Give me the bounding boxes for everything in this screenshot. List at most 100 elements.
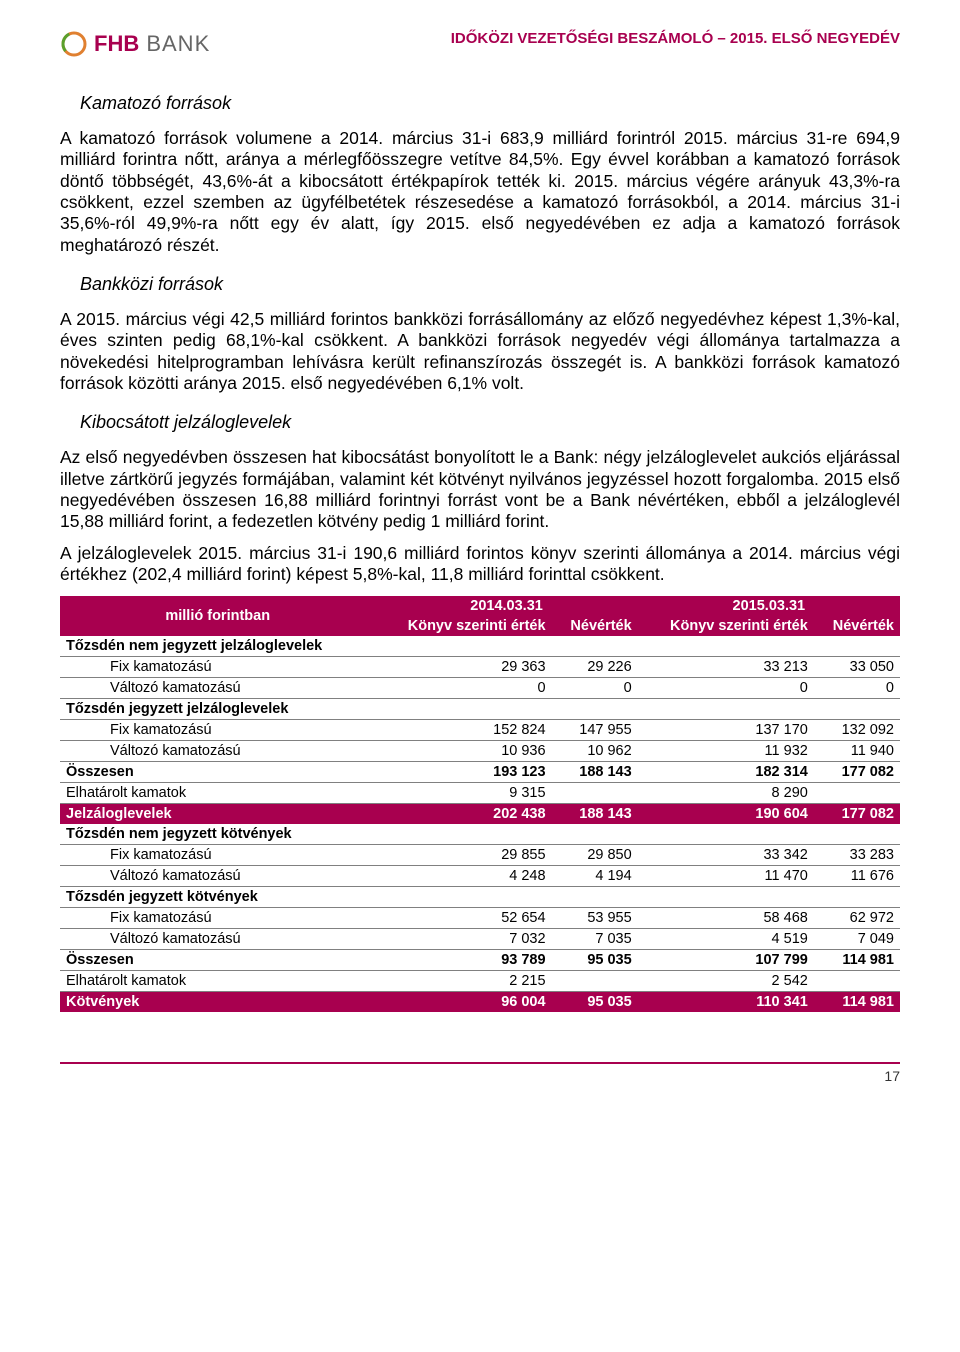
table-row: Összesen93 78995 035107 799114 981 <box>60 949 900 970</box>
cell-value <box>552 698 638 719</box>
table-body: Tőzsdén nem jegyzett jelzáloglevelek Fix … <box>60 636 900 1012</box>
logo: FHB BANK <box>60 30 210 58</box>
paragraph: A 2015. március végi 42,5 milliárd forin… <box>60 309 900 394</box>
cell-value: 95 035 <box>552 991 638 1012</box>
row-label: Változó kamatozású <box>60 928 375 949</box>
cell-value: 7 032 <box>375 928 551 949</box>
table-row: Tőzsdén nem jegyzett jelzáloglevelek <box>60 636 900 657</box>
page-number: 17 <box>60 1068 900 1084</box>
cell-value: 4 248 <box>375 865 551 886</box>
table-row: Fix kamatozású29 85529 85033 34233 283 <box>60 844 900 865</box>
cell-value <box>814 824 900 845</box>
cell-value <box>552 970 638 991</box>
cell-value <box>375 636 551 657</box>
table-row: Tőzsdén jegyzett kötvények <box>60 886 900 907</box>
financial-table: millió forintban 2014.03.31 2015.03.31 K… <box>60 596 900 1012</box>
table-row: Tőzsdén jegyzett jelzáloglevelek <box>60 698 900 719</box>
table-col-header: Névérték <box>814 616 900 636</box>
logo-text: FHB BANK <box>94 31 210 57</box>
section-title-jelzalog: Kibocsátott jelzáloglevelek <box>80 412 900 433</box>
cell-value <box>638 886 814 907</box>
row-label: Tőzsdén nem jegyzett jelzáloglevelek <box>60 636 375 657</box>
table-col-header: Könyv szerinti érték <box>375 616 551 636</box>
table-row: Változó kamatozású7 0327 0354 5197 049 <box>60 928 900 949</box>
row-label: Összesen <box>60 761 375 782</box>
footer-rule <box>60 1062 900 1064</box>
cell-value: 114 981 <box>814 991 900 1012</box>
table-row: Elhatárolt kamatok2 2152 542 <box>60 970 900 991</box>
section-title-bankkozi: Bankközi források <box>80 274 900 295</box>
cell-value: 33 283 <box>814 844 900 865</box>
cell-value: 52 654 <box>375 907 551 928</box>
table-row: Fix kamatozású152 824147 955137 170132 0… <box>60 719 900 740</box>
row-label: Tőzsdén nem jegyzett kötvények <box>60 824 375 845</box>
table-row: Fix kamatozású52 65453 95558 46862 972 <box>60 907 900 928</box>
table-row: Összesen193 123188 143182 314177 082 <box>60 761 900 782</box>
cell-value: 177 082 <box>814 803 900 824</box>
row-label: Kötvények <box>60 991 375 1012</box>
table-row: Változó kamatozású10 93610 96211 93211 9… <box>60 740 900 761</box>
cell-value <box>814 698 900 719</box>
cell-value: 4 519 <box>638 928 814 949</box>
cell-value: 29 855 <box>375 844 551 865</box>
row-label: Összesen <box>60 949 375 970</box>
logo-fhb: FHB <box>94 31 139 56</box>
cell-value: 10 962 <box>552 740 638 761</box>
cell-value <box>375 698 551 719</box>
cell-value <box>814 970 900 991</box>
cell-value: 58 468 <box>638 907 814 928</box>
cell-value: 132 092 <box>814 719 900 740</box>
row-label: Jelzáloglevelek <box>60 803 375 824</box>
cell-value: 2 215 <box>375 970 551 991</box>
cell-value <box>552 886 638 907</box>
table-unit-header: millió forintban <box>60 596 375 636</box>
cell-value: 188 143 <box>552 803 638 824</box>
table-col-header: Névérték <box>552 616 638 636</box>
cell-value <box>552 824 638 845</box>
cell-value: 0 <box>375 677 551 698</box>
row-label: Fix kamatozású <box>60 844 375 865</box>
cell-value <box>552 782 638 803</box>
cell-value <box>638 636 814 657</box>
paragraph: Az első negyedévben összesen hat kibocsá… <box>60 447 900 532</box>
cell-value: 7 049 <box>814 928 900 949</box>
cell-value: 8 290 <box>638 782 814 803</box>
cell-value: 107 799 <box>638 949 814 970</box>
cell-value <box>552 636 638 657</box>
row-label: Fix kamatozású <box>60 719 375 740</box>
row-label: Tőzsdén jegyzett jelzáloglevelek <box>60 698 375 719</box>
cell-value: 29 850 <box>552 844 638 865</box>
cell-value: 0 <box>638 677 814 698</box>
cell-value: 7 035 <box>552 928 638 949</box>
cell-value: 33 213 <box>638 656 814 677</box>
row-label: Tőzsdén jegyzett kötvények <box>60 886 375 907</box>
cell-value: 33 342 <box>638 844 814 865</box>
cell-value: 0 <box>552 677 638 698</box>
cell-value: 93 789 <box>375 949 551 970</box>
cell-value: 0 <box>814 677 900 698</box>
cell-value: 177 082 <box>814 761 900 782</box>
cell-value: 182 314 <box>638 761 814 782</box>
table-row: Elhatárolt kamatok9 3158 290 <box>60 782 900 803</box>
cell-value: 11 932 <box>638 740 814 761</box>
cell-value <box>375 824 551 845</box>
cell-value: 10 936 <box>375 740 551 761</box>
table-row: Változó kamatozású0000 <box>60 677 900 698</box>
cell-value: 96 004 <box>375 991 551 1012</box>
cell-value: 110 341 <box>638 991 814 1012</box>
cell-value: 11 940 <box>814 740 900 761</box>
cell-value: 29 363 <box>375 656 551 677</box>
cell-value: 95 035 <box>552 949 638 970</box>
row-label: Változó kamatozású <box>60 677 375 698</box>
paragraph: A kamatozó források volumene a 2014. már… <box>60 128 900 256</box>
cell-value: 190 604 <box>638 803 814 824</box>
table-row: Tőzsdén nem jegyzett kötvények <box>60 824 900 845</box>
row-label: Elhatárolt kamatok <box>60 782 375 803</box>
cell-value <box>814 636 900 657</box>
cell-value: 147 955 <box>552 719 638 740</box>
table-row: Jelzáloglevelek202 438188 143190 604177 … <box>60 803 900 824</box>
cell-value: 114 981 <box>814 949 900 970</box>
row-label: Elhatárolt kamatok <box>60 970 375 991</box>
cell-value: 202 438 <box>375 803 551 824</box>
table-period-header: 2015.03.31 <box>638 596 900 616</box>
